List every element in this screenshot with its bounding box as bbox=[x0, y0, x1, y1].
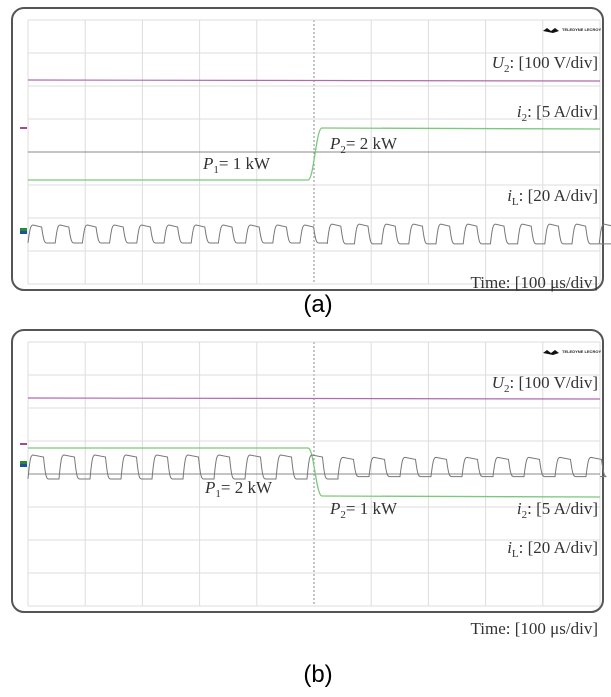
annotation-symbol: P bbox=[329, 499, 340, 518]
annotation-text: : [20 A/div] bbox=[519, 538, 598, 557]
annotation-text: : [20 A/div] bbox=[519, 186, 598, 205]
annotation-text: = 2 kW bbox=[346, 134, 398, 153]
annotation: P2= 1 kW bbox=[329, 499, 398, 521]
annotation-text: = 1 kW bbox=[219, 154, 271, 173]
panel-frame bbox=[12, 8, 603, 290]
annotation-text: = 2 kW bbox=[221, 478, 273, 497]
annotation: Time: [100 μs/div] bbox=[471, 619, 599, 638]
annotation-text: : [5 A/div] bbox=[527, 102, 598, 121]
annotation-symbol: Time: [100 μs/div] bbox=[471, 273, 599, 292]
annotation: P1= 2 kW bbox=[204, 478, 273, 500]
channel-marker bbox=[20, 443, 27, 445]
panel-label: (a) bbox=[303, 291, 332, 318]
annotation: P2= 2 kW bbox=[329, 134, 398, 156]
annotation-text: : [100 V/div] bbox=[510, 373, 598, 392]
annotation: iL: [20 A/div] bbox=[507, 538, 598, 560]
figure: TELEDYNE LECROYU2: [100 V/div]i2: [5 A/d… bbox=[0, 0, 611, 697]
annotation-text: : [5 A/div] bbox=[527, 499, 598, 518]
annotation-symbol: P bbox=[202, 154, 213, 173]
annotation: P1= 1 kW bbox=[202, 154, 271, 176]
annotation-symbol: P bbox=[329, 134, 340, 153]
channel-marker bbox=[20, 231, 27, 234]
panel-label: (b) bbox=[303, 661, 332, 688]
annotation-symbol: P bbox=[204, 478, 215, 497]
annotation-text: = 1 kW bbox=[346, 499, 398, 518]
annotation-symbol: Time: [100 μs/div] bbox=[471, 619, 599, 638]
channel-marker bbox=[20, 127, 27, 129]
logo-text: TELEDYNE LECROY bbox=[562, 27, 601, 32]
channel-marker bbox=[20, 461, 27, 464]
channel-marker bbox=[20, 228, 27, 231]
annotation: Time: [100 μs/div] bbox=[471, 273, 599, 292]
logo-text: TELEDYNE LECROY bbox=[562, 349, 601, 354]
annotation: iL: [20 A/div] bbox=[507, 186, 598, 208]
annotation: i2: [5 A/div] bbox=[517, 102, 598, 124]
annotation: i2: [5 A/div] bbox=[517, 499, 598, 521]
annotation-text: : [100 V/div] bbox=[510, 53, 598, 72]
channel-marker bbox=[20, 464, 27, 467]
